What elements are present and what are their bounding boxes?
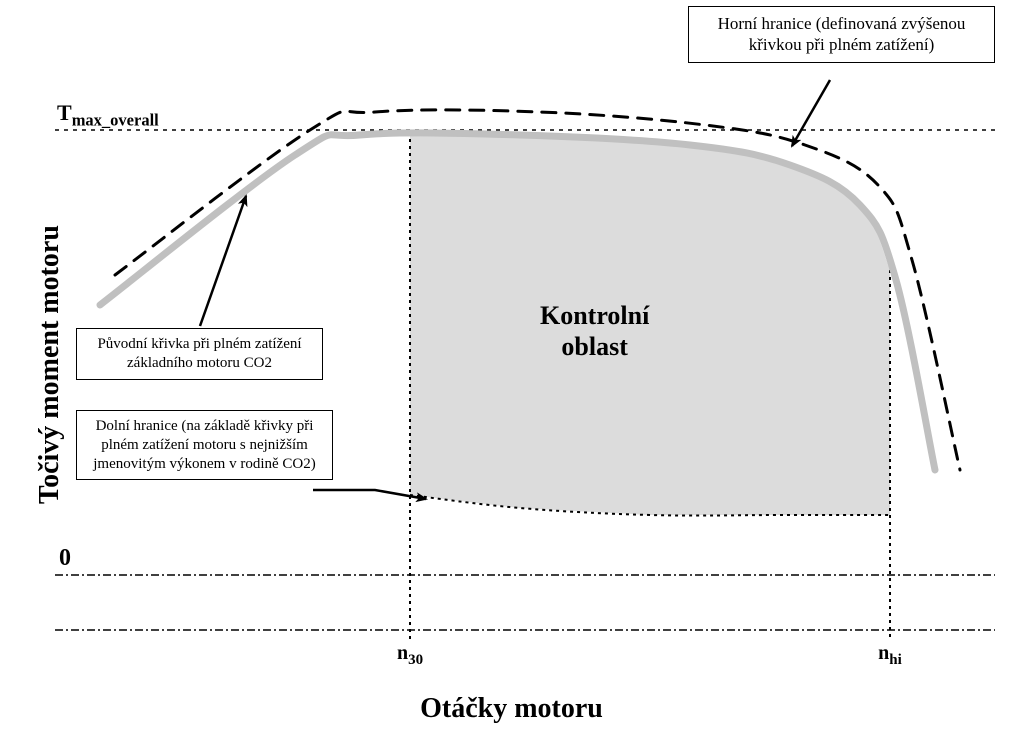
control-region-line2: oblast (561, 332, 627, 361)
lower-boundary-callout: Dolní hranice (na základě křivky při pln… (76, 410, 333, 480)
n30-prefix: n (397, 642, 408, 664)
control-region-line1: Kontrolní (540, 301, 649, 330)
tmax-sub: max_overall (72, 110, 159, 129)
nhi-prefix: n (878, 642, 889, 664)
original-curve-callout: Původní křivka při plném zatížení základ… (76, 328, 323, 380)
nhi-tick-label: nhi (878, 642, 902, 669)
y-axis-label: Točivý moment motoru (34, 225, 66, 504)
n30-sub: 30 (408, 652, 423, 668)
tmax-label: Tmax_overall (57, 100, 159, 130)
control-region-label: Kontrolní oblast (540, 300, 649, 362)
nhi-sub: hi (889, 652, 902, 668)
engine-torque-diagram: Točivý moment motoru Otáčky motoru Tmax_… (0, 0, 1023, 737)
tmax-prefix: T (57, 100, 72, 125)
upper-boundary-callout: Horní hranice (definovaná zvýšenou křivk… (688, 6, 995, 63)
n30-tick-label: n30 (397, 642, 423, 669)
x-axis-label: Otáčky motoru (0, 693, 1023, 725)
origin-zero: 0 (59, 545, 71, 572)
